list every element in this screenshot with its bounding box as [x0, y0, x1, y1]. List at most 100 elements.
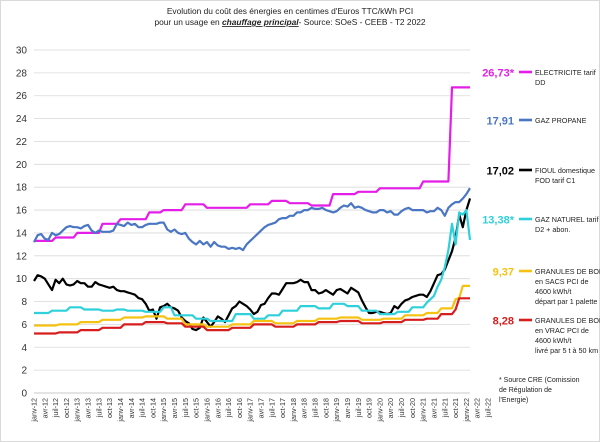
- x-tick-label: avr-21: [429, 398, 438, 418]
- legend-label-propane: GAZ PROPANE: [535, 116, 587, 125]
- x-tick-label: janv-19: [332, 398, 341, 423]
- x-tick-label: juil-14: [138, 398, 147, 418]
- x-tick-label: avr-14: [127, 398, 136, 418]
- x-tick-label: oct-17: [278, 398, 287, 418]
- series-lines: [33, 86, 472, 335]
- x-tick-label: avr-17: [257, 398, 266, 418]
- legend-label-sacs: départ par 1 palette: [535, 297, 597, 306]
- value-label-vrac: 8,28: [493, 316, 514, 328]
- x-tick-label: avr-18: [300, 398, 309, 418]
- x-tick-label: juil-13: [94, 398, 103, 418]
- x-tick-label: juil-17: [267, 398, 276, 418]
- series-line-sacs: [34, 284, 470, 328]
- subtitle-underlined: chauffage principal: [222, 17, 299, 27]
- chart-subtitle: pour un usage en chauffage principal- So…: [154, 17, 425, 27]
- x-tick-label: janv-13: [73, 398, 82, 423]
- legend-label-sacs: en SACS PCI de: [535, 277, 589, 286]
- x-tick-label: juil-16: [224, 398, 233, 418]
- x-tick-label: oct-14: [148, 398, 157, 418]
- x-tick-label: oct-21: [451, 398, 460, 418]
- x-tick-label: janv-15: [159, 398, 168, 423]
- y-tick-label: 30: [16, 46, 28, 57]
- value-label-propane: 17,91: [486, 116, 514, 128]
- x-tick-label: oct-12: [62, 398, 71, 418]
- y-tick-label: 14: [16, 228, 28, 239]
- gridlines: [34, 49, 470, 394]
- value-label-sacs: 9,37: [493, 267, 514, 279]
- legend-label-gaz: GAZ NATUREL tarif: [535, 215, 599, 224]
- y-tick-label: 24: [16, 114, 28, 125]
- x-tick-label: oct-20: [408, 398, 417, 418]
- y-tick-label: 28: [16, 68, 28, 79]
- x-tick-label: juil-20: [397, 398, 406, 418]
- y-tick-label: 16: [16, 206, 28, 217]
- x-tick-label: avr-12: [40, 398, 49, 418]
- x-tick-label: juil-22: [484, 398, 493, 418]
- x-tick-label: oct-15: [192, 398, 201, 418]
- legend-label-sacs: 4600 kWh/t: [535, 287, 571, 296]
- legend-label-fioul: FIOUL domestique: [535, 166, 595, 175]
- x-tick-label: janv-12: [30, 398, 39, 423]
- subtitle-suffix: - Source: SOeS - CEEB - T2 2022: [299, 17, 426, 27]
- x-tick-label: oct-19: [365, 398, 374, 418]
- y-tick-label: 6: [21, 320, 27, 331]
- x-tick-label: oct-13: [105, 398, 114, 418]
- footnote-line: * Source CRE (Comission: [499, 377, 580, 384]
- x-tick-label: oct-16: [235, 398, 244, 418]
- y-tick-label: 26: [16, 91, 28, 102]
- subtitle-prefix: pour un usage en: [154, 17, 222, 27]
- footnote: * Source CRE (Comission de Régulation de l…: [499, 377, 580, 404]
- x-tick-label: avr-13: [84, 398, 93, 418]
- series-line-gaz: [34, 209, 472, 323]
- series-line-elec: [34, 86, 470, 242]
- x-tick-label: janv-14: [116, 398, 125, 423]
- x-tick-label: oct-18: [321, 398, 330, 418]
- x-tick-label: juil-12: [51, 398, 60, 418]
- y-tick-label: 2: [21, 366, 27, 377]
- legend-label-vrac: livré par 5 t à 50 km: [535, 346, 598, 355]
- y-tick-label: 8: [21, 297, 27, 308]
- footnote-line: l'Energie): [499, 397, 528, 404]
- x-tick-label: juil-18: [311, 398, 320, 418]
- series-line-vrac: [34, 297, 470, 335]
- y-tick-label: 12: [16, 251, 28, 262]
- x-tick-label: janv-21: [419, 398, 428, 423]
- footnote-line: de Régulation de: [499, 387, 552, 394]
- x-tick-label: juil-15: [181, 398, 190, 418]
- legend-label-vrac: en VRAC PCI de: [535, 326, 589, 335]
- chart-title: Evolution du coût des énergies en centim…: [167, 6, 413, 16]
- x-tick-label: avr-16: [213, 398, 222, 418]
- x-tick-label: avr-19: [343, 398, 352, 418]
- legend-label-fioul: FOD tarif C1: [535, 176, 575, 185]
- legend-label-vrac: 4600 kWh/t: [535, 336, 571, 345]
- y-tick-label: 18: [16, 183, 28, 194]
- x-tick-label: avr-22: [473, 398, 482, 418]
- x-tick-label: avr-15: [170, 398, 179, 418]
- legend-label-sacs: GRANULES DE BOIS: [535, 267, 600, 276]
- chart-title-block: Evolution du coût des énergies en centim…: [154, 6, 425, 27]
- x-axis: janv-12 avr-12 juil-12 oct-12 janv-13 avr-13 j…: [30, 392, 493, 423]
- legend-label-gaz: D2 + abon.: [535, 225, 570, 234]
- y-tick-label: 20: [16, 160, 28, 171]
- series-line-fioul: [33, 198, 472, 332]
- x-tick-label: janv-22: [462, 398, 471, 423]
- x-tick-label: juil-21: [440, 398, 449, 418]
- x-tick-label: avr-20: [386, 398, 395, 418]
- x-tick-label: janv-18: [289, 398, 298, 423]
- value-label-elec: 26,73*: [482, 68, 515, 80]
- y-tick-label: 4: [21, 343, 27, 354]
- legend-label-vrac: GRANULES DE BOIS: [535, 316, 600, 325]
- x-tick-label: juil-19: [354, 398, 363, 418]
- y-tick-label: 0: [21, 389, 27, 400]
- value-label-fioul: 17,02: [486, 166, 514, 178]
- x-tick-label: janv-20: [375, 398, 384, 423]
- x-tick-label: janv-17: [246, 398, 255, 423]
- legend-label-elec: DD: [535, 78, 545, 87]
- y-tick-label: 22: [16, 137, 28, 148]
- series-line-propane: [33, 187, 471, 252]
- x-tick-label: janv-16: [202, 398, 211, 423]
- legend-label-elec: ELECTRICITE tarif: [535, 68, 596, 77]
